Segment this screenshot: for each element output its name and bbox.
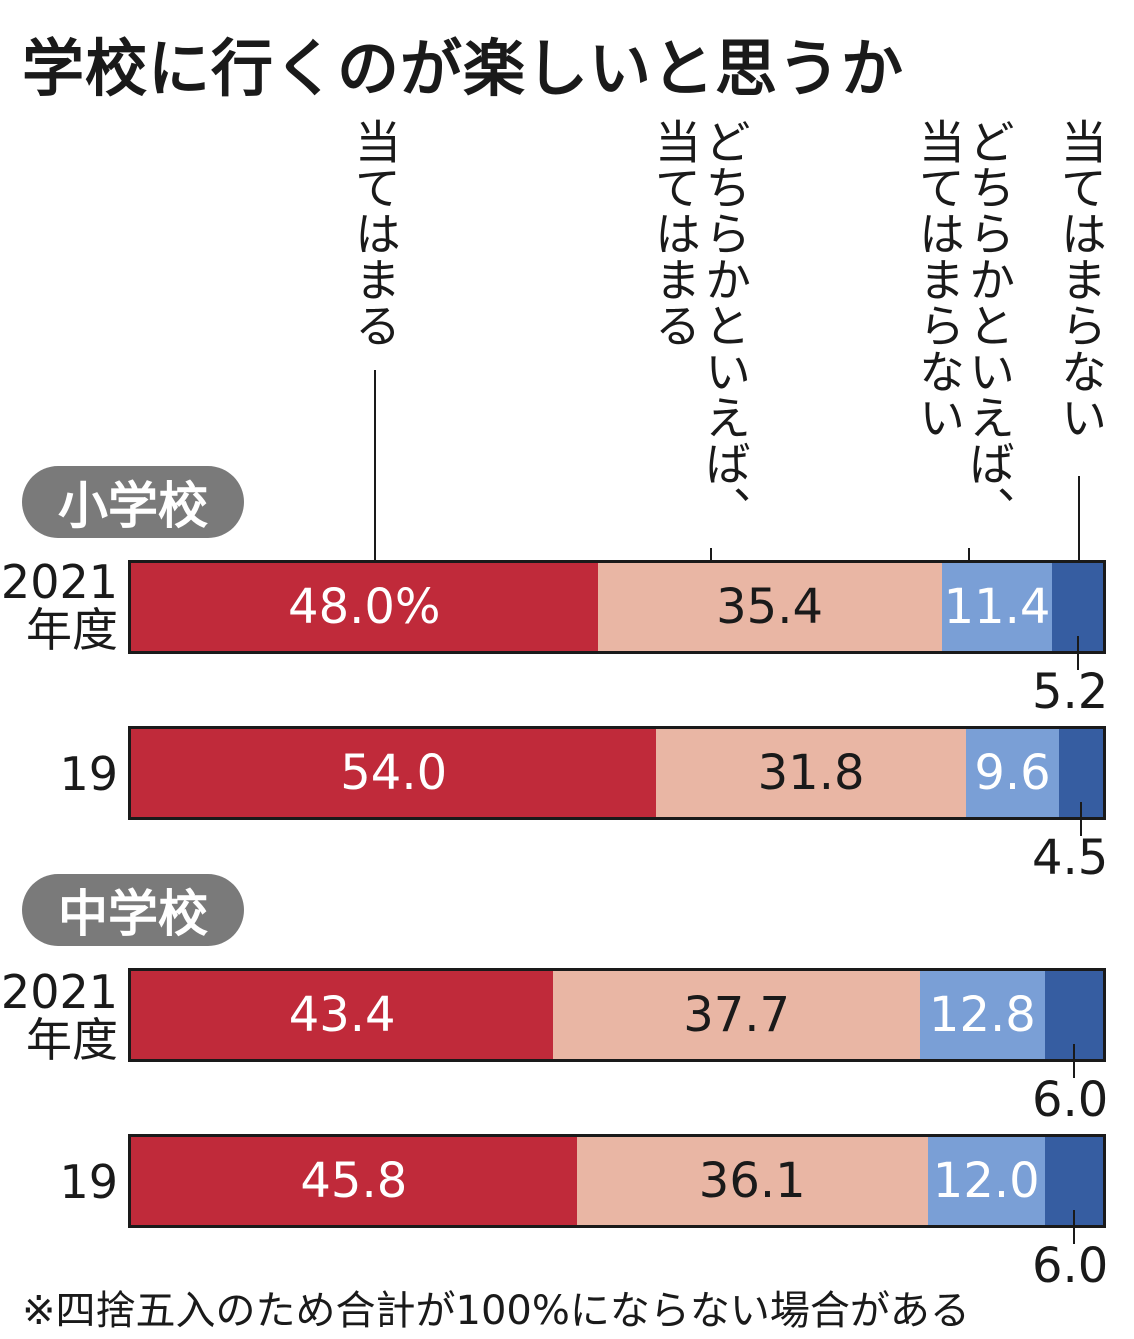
legend-label-somewhat-agree: どちらかといえば、 当てはまる: [648, 118, 752, 532]
bar-segment: 9.6: [965, 729, 1060, 817]
row-label: 19: [59, 747, 118, 801]
bar-segment: 12.0: [927, 1137, 1045, 1225]
bar-segment: 12.8: [920, 971, 1045, 1059]
bar-segment: 37.7: [553, 971, 921, 1059]
bar-value-label: 43.4: [288, 987, 396, 1043]
leader-line-agree: [374, 370, 376, 576]
bar-value-label: 12.0: [932, 1153, 1040, 1209]
legend-label-agree: 当てはまる: [348, 118, 402, 348]
stacked-bar: 43.4 37.7 12.8: [128, 968, 1106, 1062]
bar-value-label: 31.8: [757, 745, 865, 801]
bar-segment: 48.0%: [131, 563, 598, 651]
leader-line-disagree: [1078, 476, 1080, 576]
stacked-bar: 48.0% 35.4 11.4: [128, 560, 1106, 654]
leader-line: [1080, 802, 1083, 836]
row-label: 2021 年度: [0, 555, 118, 657]
bar-value-label: 36.1: [698, 1153, 806, 1209]
bar-value-label: 37.7: [683, 987, 791, 1043]
group-badge-elementary: 小学校: [22, 466, 244, 538]
bar-value-label-outside: 6.0: [1032, 1072, 1109, 1128]
bar-value-label-outside: 6.0: [1032, 1238, 1109, 1294]
row-label: 19: [59, 1155, 118, 1209]
bar-segment: 35.4: [597, 563, 942, 651]
leader-line: [1072, 1210, 1075, 1244]
bar-value-label: 54.0: [340, 745, 448, 801]
bar-segment: 11.4: [941, 563, 1053, 651]
group-badge-junior-high: 中学校: [22, 874, 244, 946]
bar-value-label: 12.8: [928, 987, 1036, 1043]
legend-label-disagree: 当てはまらない: [1054, 118, 1108, 440]
chart-title: 学校に行くのが楽しいと思うか: [22, 32, 905, 105]
bar-value-label: 9.6: [974, 745, 1051, 801]
stacked-bar: 45.8 36.1 12.0: [128, 1134, 1106, 1228]
bar-value-label: 48.0%: [288, 579, 441, 635]
leader-line: [1072, 1044, 1075, 1078]
footnote: ※四捨五入のため合計が100%にならない場合がある: [22, 1288, 970, 1334]
bar-value-label-outside: 4.5: [1032, 830, 1109, 886]
legend-label-somewhat-disagree: どちらかといえば、 当てはまらない: [912, 118, 1016, 532]
bar-value-label-outside: 5.2: [1032, 664, 1109, 720]
bar-segment: 45.8: [131, 1137, 577, 1225]
leader-line: [1076, 636, 1079, 670]
bar-segment: 31.8: [656, 729, 966, 817]
bar-segment: 43.4: [131, 971, 554, 1059]
bar-value-label: 11.4: [943, 579, 1051, 635]
bar-segment: 36.1: [576, 1137, 928, 1225]
row-label: 2021 年度: [0, 965, 118, 1067]
bar-value-label: 35.4: [716, 579, 824, 635]
bar-segment: 54.0: [131, 729, 657, 817]
stacked-bar: 54.0 31.8 9.6: [128, 726, 1106, 820]
bar-value-label: 45.8: [300, 1153, 408, 1209]
